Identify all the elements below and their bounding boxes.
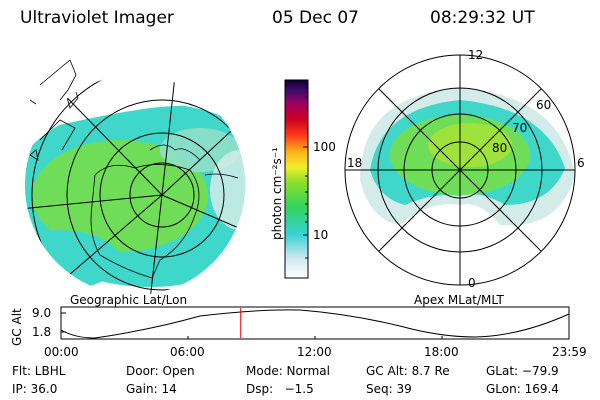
mlat-label-80: 80 [492,141,508,155]
altitude-xtick: 18:00 [424,345,459,359]
altitude-xtick: 23:59 [552,345,587,359]
colorbar-unit-label: photon cm⁻²s⁻¹ [270,147,284,240]
ip-info: IP: 36.0 [12,382,58,396]
mlt-spokes [345,55,575,285]
mlt-label-18: 18 [347,156,363,170]
colorbar-tick-100: 100 [313,140,336,154]
time-label: 08:29:32 UT [430,8,535,28]
glon-info: GLon: 169.4 [486,382,559,396]
altitude-curve [60,309,570,339]
sequence-info: Seq: 39 [366,382,412,396]
glat-info: GLat: −79.9 [486,364,559,378]
aurora-emission-inner [32,140,208,252]
magnetic-polar-plot [344,54,576,286]
mode-info: Mode: Normal [246,364,330,378]
mlt-label-12: 12 [468,48,484,62]
color-scale-bar [284,79,309,279]
altitude-xtick: 12:00 [297,345,332,359]
app-title: Ultraviolet Imager [20,8,174,28]
altitude-ytick-low: 1.8 [32,325,52,339]
filter-info: Flt: LBHL [12,364,66,378]
mlat-label-70: 70 [512,121,528,135]
apex-caption: Apex MLat/MLT [414,293,504,307]
door-info: Door: Open [126,364,195,378]
dsp-info: Dsp: −1.5 [246,382,314,396]
altitude-ytick-high: 9.0 [32,306,52,320]
gain-info: Gain: 14 [126,382,177,396]
coastlines [29,79,239,279]
mlt-label-6: 6 [577,156,585,170]
altitude-ylabel: GC Alt [10,308,24,346]
latitude-grid [25,75,245,295]
altitude-xtick: 06:00 [170,345,205,359]
mlt-label-0: 0 [468,276,476,290]
geographic-caption: Geographic Lat/Lon [70,293,188,307]
gc-altitude-info: GC Alt: 8.7 Re [366,364,450,378]
date-label: 05 Dec 07 [272,8,359,28]
altitude-plot [60,306,570,340]
mlat-label-60: 60 [536,98,552,112]
altitude-xtick: 00:00 [44,345,79,359]
colorbar-tick-10: 10 [313,228,329,242]
